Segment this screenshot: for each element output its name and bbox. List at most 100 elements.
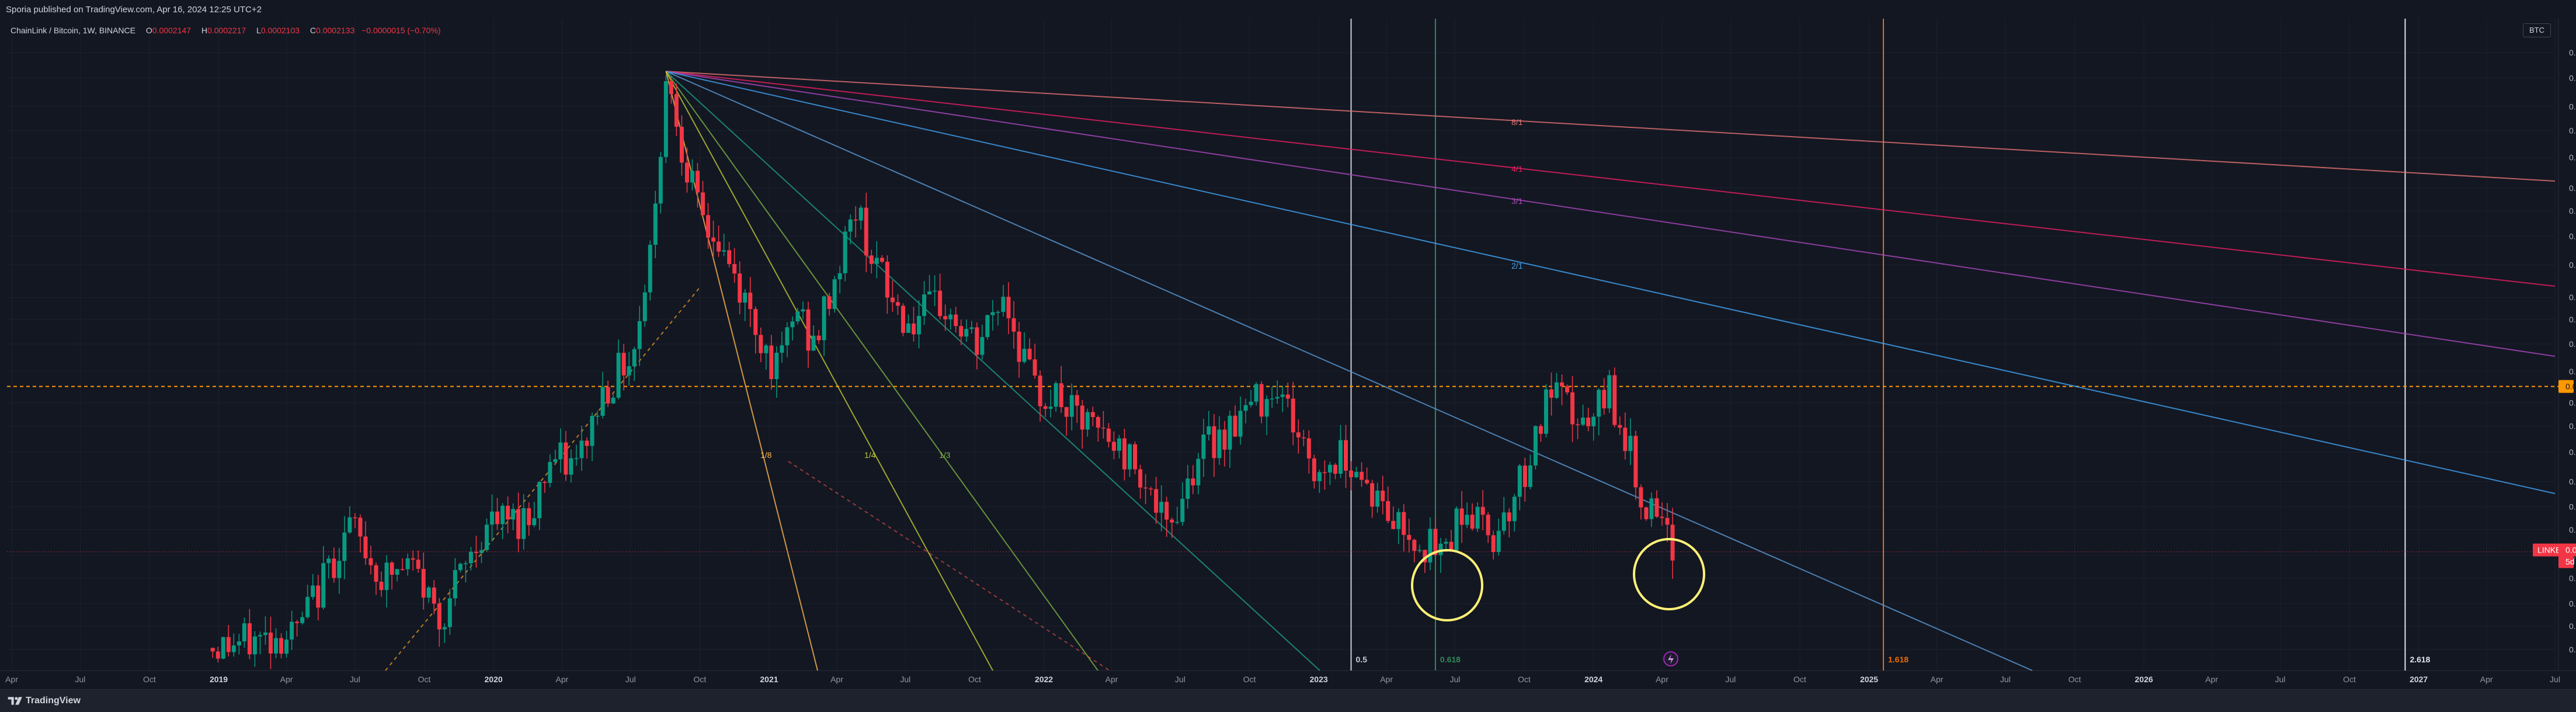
candle-body xyxy=(1143,487,1148,489)
candle xyxy=(1191,465,1195,495)
candle xyxy=(1222,421,1227,467)
candle xyxy=(1486,512,1490,543)
publish-header: Sporia published on TradingView.com, Apr… xyxy=(0,0,2576,19)
candle-body xyxy=(1333,464,1337,474)
candle-body xyxy=(1649,498,1654,519)
candle-body xyxy=(1354,471,1359,477)
candle xyxy=(495,498,500,530)
candle xyxy=(1480,490,1485,530)
candle xyxy=(543,480,547,493)
candle xyxy=(706,203,711,249)
candle-body xyxy=(1554,382,1559,398)
x-tick-label: Jul xyxy=(2550,675,2560,684)
candle-body xyxy=(347,517,352,533)
candle xyxy=(1175,506,1180,525)
candle xyxy=(616,339,621,400)
candle xyxy=(922,281,927,325)
candle xyxy=(1249,390,1253,408)
candle xyxy=(785,322,790,357)
candle xyxy=(954,307,958,333)
candle-body xyxy=(1085,412,1090,430)
candle-body xyxy=(642,292,647,321)
high-value: 0.0002217 xyxy=(207,26,246,35)
candle xyxy=(948,308,953,329)
candle-body xyxy=(342,532,347,561)
candle-body xyxy=(648,245,652,293)
candle xyxy=(221,637,225,659)
candle-body xyxy=(663,81,668,157)
tradingview-logo-icon[interactable] xyxy=(7,695,25,707)
candle-body xyxy=(706,215,711,238)
price-chart[interactable]: 0.0019000 0.0017000 0.0015000 0.0013500 0.00… xyxy=(0,0,2576,689)
candle xyxy=(295,620,300,637)
candle-body xyxy=(917,315,922,335)
candle-body xyxy=(1670,525,1675,561)
candle xyxy=(1543,384,1548,437)
candle-body xyxy=(426,587,431,598)
candle xyxy=(390,561,394,590)
candle xyxy=(1533,425,1538,470)
candle-body xyxy=(558,442,563,460)
candle xyxy=(553,449,558,466)
currency-button[interactable]: BTC xyxy=(2523,23,2551,37)
candle xyxy=(642,284,647,327)
candle xyxy=(463,561,468,583)
candle-body xyxy=(1186,478,1190,499)
candle-body xyxy=(574,458,579,459)
x-tick-label: Jul xyxy=(1725,675,1736,684)
gann-fan-line xyxy=(665,71,993,671)
candle-body xyxy=(1423,550,1427,562)
candle-body xyxy=(1275,397,1280,399)
close-value: 0.0002133 xyxy=(316,26,355,35)
candle xyxy=(1660,502,1664,526)
x-tick-label: 2024 xyxy=(1584,675,1602,684)
candle-body xyxy=(1517,466,1522,497)
candle xyxy=(1138,464,1143,499)
candle-body xyxy=(975,327,979,355)
countdown-text: 5d 14h xyxy=(2565,557,2576,567)
candle xyxy=(853,206,858,238)
last-price-badge xyxy=(2558,543,2574,568)
candle xyxy=(1433,517,1438,557)
candle-body xyxy=(1075,395,1079,406)
candle xyxy=(1639,484,1643,520)
candle-body xyxy=(1454,508,1459,551)
candle xyxy=(1254,382,1259,406)
candle xyxy=(1291,381,1295,446)
candle xyxy=(1122,428,1127,481)
candle xyxy=(732,248,737,283)
candle-body xyxy=(722,250,726,252)
candle xyxy=(627,352,631,386)
candle xyxy=(1275,380,1280,404)
candle xyxy=(1618,416,1622,435)
candle xyxy=(938,273,943,319)
candle-body xyxy=(332,558,336,578)
footer-brand[interactable]: TradingView xyxy=(26,696,81,706)
candle-body xyxy=(1264,399,1269,417)
y-tick-label: 0.0017000 xyxy=(2569,73,2576,82)
candle xyxy=(1554,373,1559,400)
candle xyxy=(569,449,573,483)
candle xyxy=(1465,502,1469,528)
candle-body xyxy=(764,345,769,353)
candle-body xyxy=(263,632,267,635)
candle xyxy=(1454,506,1459,551)
candle xyxy=(738,261,742,315)
candle xyxy=(1170,517,1174,539)
open-label: O xyxy=(145,26,152,35)
symbol-name[interactable]: ChainLink / Bitcoin, 1W, BINANCE xyxy=(11,26,135,35)
candle-body xyxy=(1011,318,1016,332)
candle-body xyxy=(1064,407,1069,417)
candle-body xyxy=(237,641,241,646)
candle xyxy=(1417,544,1422,553)
candle xyxy=(595,411,600,425)
candle-body xyxy=(1285,394,1290,399)
candle xyxy=(516,492,521,553)
candle-body xyxy=(548,461,552,483)
candle-body xyxy=(242,623,246,642)
candle-body xyxy=(1164,502,1169,520)
candle xyxy=(532,501,537,527)
candle-body xyxy=(1259,384,1264,417)
candle-body xyxy=(901,305,905,333)
candle xyxy=(990,300,995,331)
